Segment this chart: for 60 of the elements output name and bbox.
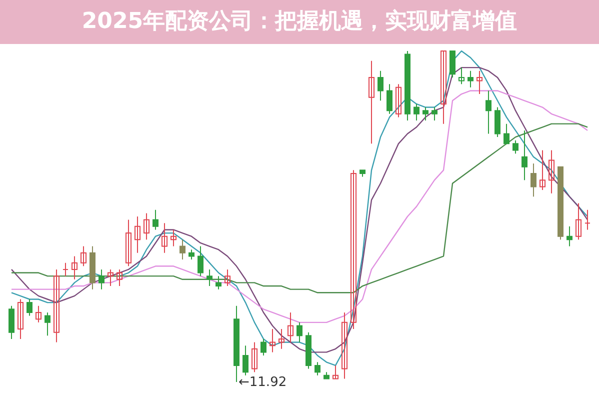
candlestick (162, 222, 168, 254)
candlestick (386, 84, 392, 114)
candlestick (44, 312, 50, 336)
candlestick (566, 226, 572, 247)
candlestick (62, 262, 68, 277)
candlestick (252, 342, 258, 373)
candlestick (134, 216, 140, 254)
candlestick (540, 150, 546, 191)
candlestick (414, 103, 420, 122)
candlestick (198, 246, 204, 277)
candlestick (260, 338, 266, 356)
candlestick (296, 322, 302, 343)
candlestick (108, 268, 114, 287)
candlestick (180, 239, 186, 260)
candlestick (350, 170, 356, 330)
candlestick (170, 229, 176, 247)
candlestick (584, 209, 590, 230)
candlestick (8, 305, 14, 340)
candlestick (224, 268, 230, 287)
candlestick (476, 70, 482, 95)
candlestick (504, 123, 510, 144)
candlestick (396, 84, 402, 118)
candlestick (576, 202, 582, 240)
candlestick (18, 298, 24, 340)
chart-title: 2025年配资公司：把握机遇，实现财富增值 (0, 0, 599, 44)
candlestick (98, 268, 104, 290)
candlestick (368, 60, 374, 144)
candlestick (522, 130, 528, 181)
candlestick (314, 362, 320, 376)
candlestick (188, 249, 194, 260)
candlestick (36, 305, 42, 323)
candlestick (288, 312, 294, 343)
candlestick (116, 268, 122, 287)
candlestick (468, 70, 474, 88)
candlestick (512, 140, 518, 154)
candlestick (54, 268, 60, 343)
candlestick (270, 328, 276, 353)
annotation: ←11.92 (238, 375, 287, 390)
candlestick (126, 219, 132, 267)
candlestick (458, 67, 464, 85)
candlestick (486, 90, 492, 134)
candlestick (278, 328, 284, 350)
candlestick (378, 70, 384, 102)
candlestick (152, 209, 158, 230)
candlestick (26, 298, 32, 316)
candlestick (80, 246, 86, 267)
candlestick (440, 50, 446, 124)
candlestick (450, 50, 456, 78)
candlestick (548, 150, 554, 194)
candlestick (144, 212, 150, 240)
candlestick (422, 106, 428, 122)
candlestick (494, 106, 500, 138)
candlestick (216, 276, 222, 290)
candlestick (206, 268, 212, 287)
candlestick (530, 163, 536, 198)
candlestick (332, 364, 338, 380)
candlestick (432, 106, 438, 122)
candlestick (72, 256, 78, 280)
candlestick (242, 345, 248, 376)
candlestick (342, 312, 348, 380)
